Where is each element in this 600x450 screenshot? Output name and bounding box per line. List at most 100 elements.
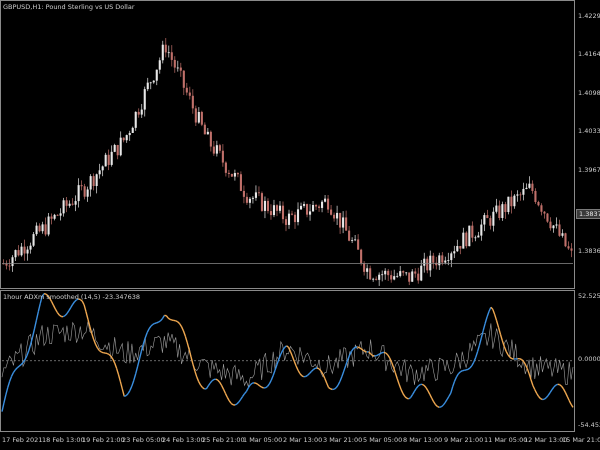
adx-smoothed-segment: [490, 306, 494, 310]
candle-body: [113, 145, 116, 152]
adx-smoothed-segment: [62, 315, 66, 318]
candle-body: [438, 255, 441, 266]
candle-body: [56, 214, 59, 216]
adx-smoothed-segment: [76, 298, 79, 301]
time-tick-label: 12 Mar 13:00: [524, 436, 568, 444]
candle-body: [462, 232, 465, 249]
adx-smoothed-segment: [553, 384, 557, 388]
adx-smoothed-segment: [431, 397, 435, 402]
price-axis[interactable]: [575, 0, 600, 450]
adx-smoothed-segment: [224, 393, 228, 398]
candle-body: [20, 246, 23, 256]
candle-body: [474, 237, 477, 239]
time-tick-label: 2 Mar 13:00: [283, 436, 323, 444]
candle-body: [402, 271, 405, 273]
candle-body: [459, 246, 462, 249]
adx-smoothed-segment: [261, 386, 264, 389]
candle-body: [390, 275, 393, 280]
candle-body: [414, 271, 417, 274]
adx-smoothed-segment: [410, 394, 414, 398]
adx-smoothed-segment: [96, 347, 100, 351]
adx-smoothed-segment: [427, 390, 431, 395]
adx-smoothed-segment: [301, 375, 305, 378]
adx-smoothed-segment: [265, 385, 268, 389]
indicator-title: 1hour ADXm smoothed (14,5) -23.347638: [3, 293, 141, 301]
candle-body: [555, 224, 558, 226]
candle-body: [164, 44, 167, 53]
indicator-scale-mid: 0.000000: [578, 355, 600, 363]
candle-body: [456, 246, 459, 252]
adx-smoothed-segment: [564, 392, 568, 397]
adx-smoothed-segment: [219, 381, 223, 386]
adx-smoothed-segment: [35, 311, 39, 321]
adx-smoothed-segment: [437, 405, 440, 408]
adx-smoothed-segment: [192, 364, 196, 372]
adx-smoothed-segment: [94, 344, 99, 349]
adx-smoothed-segment: [138, 351, 143, 360]
adx-smoothed-segment: [299, 373, 303, 377]
adx-smoothed-segment: [22, 359, 26, 363]
adx-smoothed-segment: [339, 376, 343, 382]
candle-body: [411, 271, 414, 282]
candle-body: [179, 67, 182, 71]
adx-smoothed-segment: [324, 377, 328, 384]
candle-body: [257, 192, 261, 194]
adx-smoothed-segment: [29, 336, 34, 345]
adx-smoothed-segment: [247, 384, 251, 389]
adx-smoothed-segment: [152, 322, 156, 326]
adx-smoothed-segment: [425, 387, 429, 391]
candle-body: [224, 162, 227, 173]
candle-body: [161, 44, 164, 61]
adx-smoothed-segment: [551, 386, 555, 391]
adx-smoothed-segment: [356, 346, 360, 349]
candle-body: [239, 174, 242, 191]
adx-smoothed-segment: [54, 308, 58, 313]
adx-smoothed-segment: [150, 323, 154, 327]
adx-smoothed-segment: [570, 403, 574, 408]
candle-body: [203, 124, 206, 135]
adx-smoothed-segment: [245, 387, 249, 392]
adx-smoothed-segment: [259, 385, 263, 388]
candle-body: [170, 52, 173, 60]
candle-body: [71, 203, 74, 205]
adx-smoothed-segment: [243, 390, 247, 395]
adx-smoothed-segment: [505, 350, 509, 356]
adx-smoothed-segment: [526, 368, 530, 374]
adx-smoothed-segment: [488, 306, 492, 312]
candle-body: [230, 173, 233, 177]
candle-body: [468, 225, 471, 247]
price-tick-label: 1.40330: [578, 127, 600, 135]
adx-smoothed-segment: [509, 356, 513, 360]
candle-body: [254, 192, 257, 198]
candle-body: [74, 201, 77, 205]
candle-body: [489, 218, 492, 226]
time-tick-label: 1 Mar 05:00: [243, 436, 283, 444]
candle-body: [552, 225, 555, 229]
candle-body: [477, 235, 480, 238]
candle-body: [408, 272, 411, 282]
adx-smoothed-segment: [408, 396, 412, 400]
candle-body: [206, 131, 209, 135]
adx-smoothed-segment: [236, 401, 240, 405]
adx-smoothed-segment: [89, 326, 93, 334]
adx-smoothed-segment: [188, 349, 192, 358]
adx-smoothed-segment: [453, 376, 458, 382]
candle-body: [86, 189, 89, 197]
candle-body: [561, 233, 564, 236]
price-chart-pane[interactable]: [0, 0, 575, 289]
adx-smoothed-segment: [392, 366, 397, 374]
adx-smoothed-segment: [18, 364, 22, 367]
candle-body: [357, 239, 360, 250]
price-tick-label: 1.42295: [578, 12, 600, 20]
adx-smoothed-segment: [307, 373, 310, 376]
adx-smoothed-segment: [207, 382, 211, 387]
candle-body: [38, 225, 41, 232]
adx-smoothed-segment: [222, 388, 227, 394]
adx-smoothed-segment: [375, 354, 379, 357]
candle-body: [47, 216, 50, 235]
adx-smoothed-segment: [114, 362, 118, 369]
adx-smoothed-segment: [148, 325, 152, 330]
candle-body: [104, 154, 107, 167]
candle-body: [110, 151, 113, 165]
